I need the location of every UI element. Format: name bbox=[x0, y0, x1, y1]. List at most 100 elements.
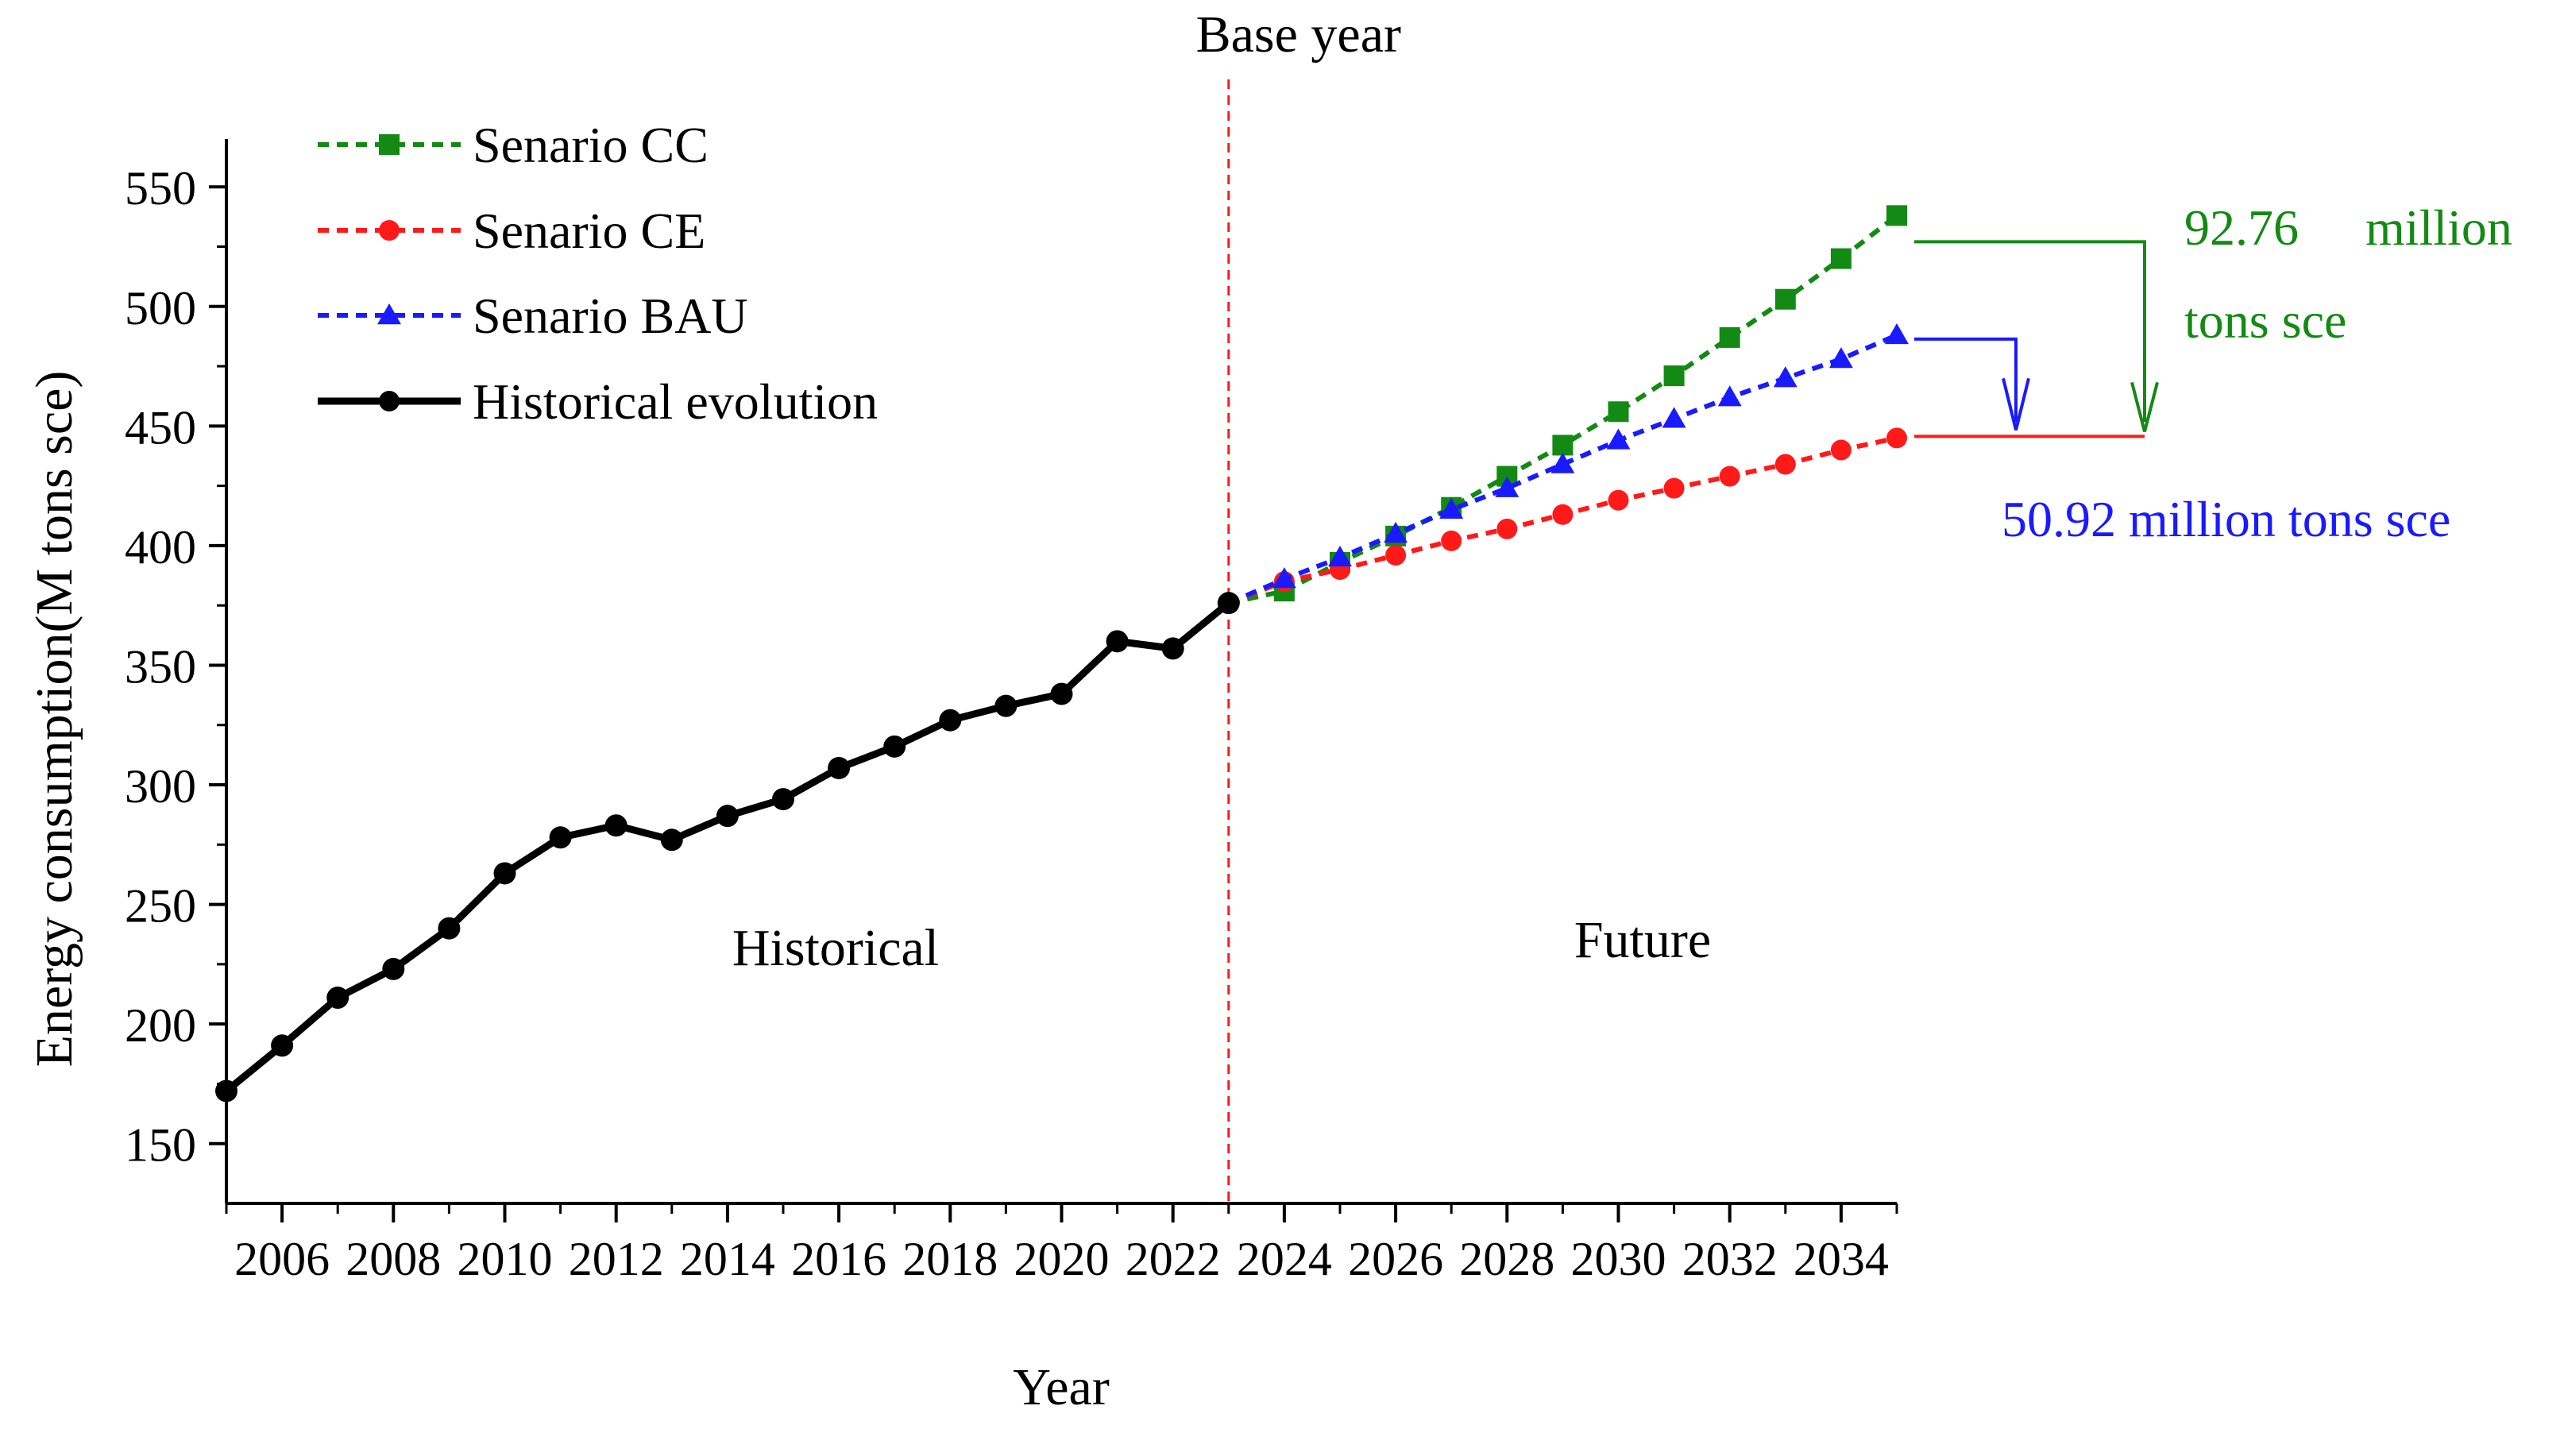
data-point bbox=[382, 957, 405, 980]
data-point bbox=[1774, 288, 1796, 310]
legend-label: Historical evolution bbox=[473, 373, 878, 430]
y-axis-label: Energy consumption(M tons sce) bbox=[25, 371, 83, 1068]
legend-item-senario-bau: Senario BAU bbox=[318, 288, 748, 344]
x-tick-label: 2024 bbox=[1237, 1233, 1332, 1285]
x-tick-label: 2020 bbox=[1014, 1233, 1110, 1285]
series-group bbox=[215, 205, 1909, 1103]
data-point bbox=[994, 694, 1017, 717]
data-point bbox=[1608, 401, 1629, 423]
data-point bbox=[326, 987, 349, 1010]
data-point bbox=[660, 828, 683, 852]
x-tick-label: 2018 bbox=[902, 1233, 998, 1285]
y-tick-label: 550 bbox=[125, 162, 196, 214]
x-tick-label: 2006 bbox=[234, 1233, 330, 1285]
legend-label: Senario CE bbox=[473, 203, 705, 259]
data-point bbox=[1161, 637, 1184, 660]
data-point bbox=[549, 826, 572, 849]
legend: Senario CC Senario CE Senario BAU Historica… bbox=[318, 117, 878, 430]
data-point bbox=[1439, 497, 1464, 519]
y-tick-label: 300 bbox=[125, 760, 196, 813]
data-point bbox=[883, 735, 906, 758]
x-tick-label: 2030 bbox=[1571, 1233, 1666, 1285]
y-tick-label: 450 bbox=[125, 401, 196, 454]
x-tick-label: 2016 bbox=[791, 1233, 886, 1285]
data-point bbox=[1774, 454, 1796, 475]
legend-item-historical-evolution: Historical evolution bbox=[318, 373, 878, 430]
data-point bbox=[1217, 592, 1240, 615]
data-point bbox=[1552, 504, 1574, 525]
legend-label: Senario CC bbox=[473, 117, 709, 173]
data-point bbox=[1662, 407, 1686, 428]
data-point bbox=[1384, 521, 1408, 543]
data-point bbox=[271, 1034, 294, 1057]
x-tick-label: 2022 bbox=[1126, 1233, 1221, 1285]
y-tick-label: 250 bbox=[125, 880, 196, 933]
data-point bbox=[772, 788, 794, 811]
bau-gap-arrowhead bbox=[2002, 377, 2030, 431]
future-region-label: Future bbox=[1574, 911, 1711, 969]
series-historical-evolution bbox=[215, 592, 1240, 1103]
base-year-label: Base year bbox=[1196, 6, 1401, 64]
data-point bbox=[1608, 489, 1629, 511]
x-axis-ticks: 2006 2008 2010 2012 2014 2016 2018 2020 2022 2024… bbox=[225, 1203, 1898, 1285]
x-tick-label: 2026 bbox=[1348, 1233, 1443, 1285]
data-point bbox=[1886, 427, 1907, 449]
bau-gap-label: 50.92 million tons sce bbox=[2002, 491, 2450, 547]
data-point bbox=[1773, 366, 1798, 388]
data-point bbox=[1272, 567, 1296, 589]
data-point bbox=[1886, 205, 1907, 226]
series-senario-bau bbox=[1227, 322, 1909, 605]
series-line bbox=[1228, 214, 1898, 606]
bau-gap-bracket bbox=[1914, 337, 2018, 423]
x-tick-label: 2034 bbox=[1794, 1233, 1889, 1285]
data-point bbox=[1830, 248, 1852, 269]
data-point bbox=[1385, 544, 1407, 566]
legend-item-senario-ce: Senario CE bbox=[318, 203, 705, 259]
x-tick-label: 2028 bbox=[1459, 1233, 1554, 1285]
cc-gap-arrowhead bbox=[2130, 381, 2159, 432]
data-point bbox=[1663, 477, 1685, 499]
cc-gap-unit-1: million bbox=[2365, 199, 2512, 256]
data-point bbox=[1828, 347, 1853, 369]
data-point bbox=[377, 303, 401, 325]
y-tick-label: 200 bbox=[125, 999, 196, 1052]
data-point bbox=[1885, 322, 1909, 345]
cc-gap-value: 92.76 bbox=[2184, 199, 2299, 256]
x-tick-label: 2014 bbox=[680, 1233, 775, 1285]
data-point bbox=[1717, 385, 1742, 407]
data-point bbox=[379, 220, 400, 241]
cc-gap-bracket bbox=[1914, 240, 2146, 423]
data-point bbox=[1106, 630, 1129, 653]
data-point bbox=[716, 805, 739, 828]
x-tick-label: 2012 bbox=[569, 1233, 664, 1285]
data-point bbox=[1830, 439, 1852, 461]
data-point bbox=[1441, 530, 1462, 551]
gap-annotations: 92.76 million tons sce 50.92 million ton… bbox=[1914, 199, 2512, 547]
data-point bbox=[438, 917, 461, 940]
cc-gap-unit-2: tons sce bbox=[2184, 292, 2346, 349]
legend-label: Senario BAU bbox=[473, 288, 748, 344]
data-point bbox=[215, 1079, 237, 1103]
data-point bbox=[493, 862, 516, 885]
legend-item-senario-cc: Senario CC bbox=[318, 117, 709, 173]
data-point bbox=[1328, 546, 1352, 567]
data-point bbox=[379, 134, 400, 155]
data-point bbox=[1663, 365, 1685, 387]
data-point bbox=[379, 391, 400, 411]
y-tick-label: 500 bbox=[125, 282, 196, 334]
x-tick-label: 2032 bbox=[1682, 1233, 1778, 1285]
data-point bbox=[1552, 434, 1574, 456]
y-axis-ticks: 150 200 250 300 350 400 450 500 550 bbox=[125, 162, 226, 1172]
data-point bbox=[1496, 518, 1518, 539]
data-point bbox=[828, 756, 851, 779]
data-point bbox=[1719, 326, 1740, 348]
data-point bbox=[939, 709, 962, 732]
historical-region-label: Historical bbox=[732, 919, 939, 977]
data-point bbox=[1606, 428, 1631, 450]
data-point bbox=[1550, 452, 1575, 473]
y-tick-label: 400 bbox=[125, 521, 196, 574]
x-tick-label: 2010 bbox=[458, 1233, 553, 1285]
data-point bbox=[604, 814, 627, 837]
series-senario-cc bbox=[1228, 205, 1907, 606]
